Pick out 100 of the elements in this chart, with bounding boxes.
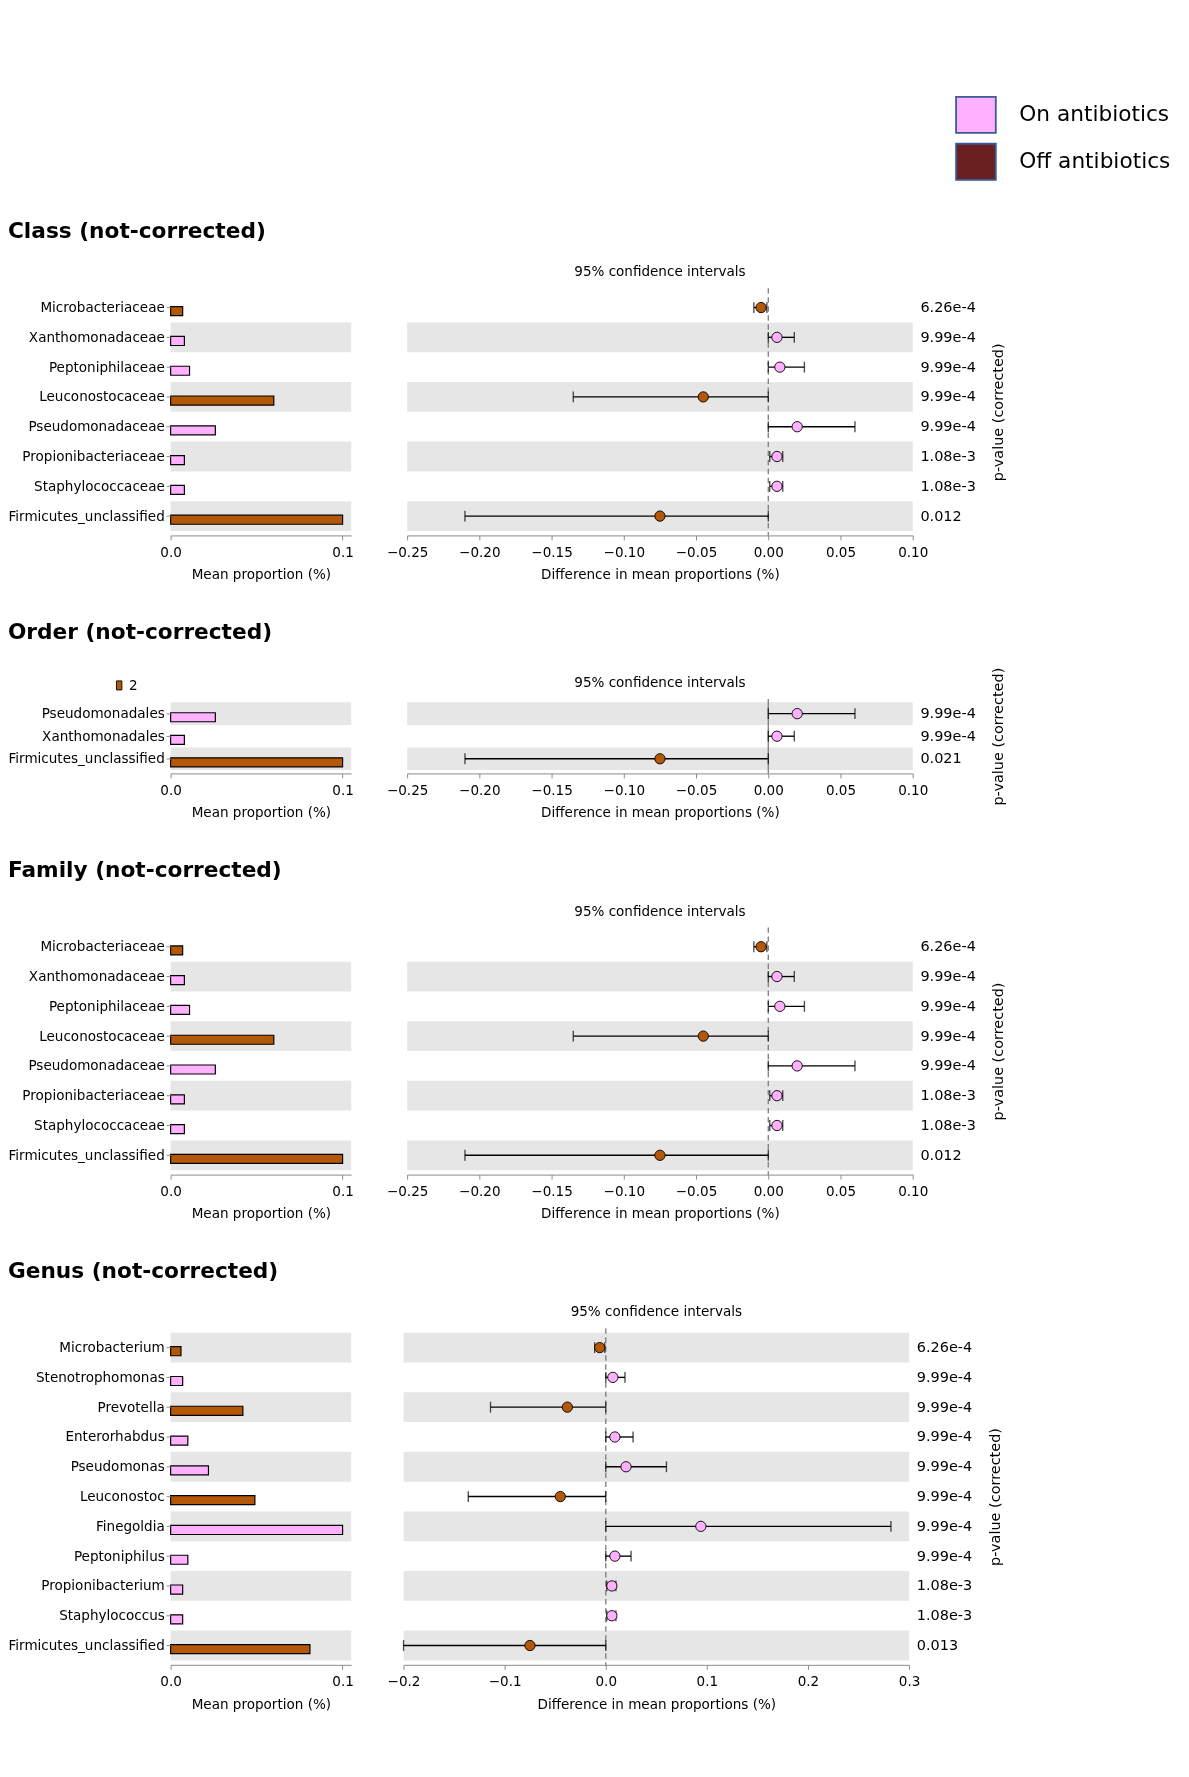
bar bbox=[170, 1346, 182, 1357]
bar bbox=[170, 425, 216, 436]
x-tick-label: −0.15 bbox=[531, 781, 573, 798]
y-tick-label: Propionibacteriaceae bbox=[22, 448, 165, 465]
x-tick-label: −0.1 bbox=[488, 1673, 522, 1690]
bar bbox=[170, 1405, 244, 1416]
y-tick-label: Firmicutes_unclassified bbox=[8, 750, 165, 767]
point bbox=[697, 391, 709, 403]
y-tick-label: Prevotella bbox=[97, 1398, 165, 1415]
y-tick-label: Firmicutes_unclassified bbox=[8, 1146, 165, 1163]
bar bbox=[170, 1435, 189, 1446]
point bbox=[791, 1060, 803, 1072]
bar bbox=[170, 1094, 185, 1105]
y2-tick-label: 9.99e-4 bbox=[916, 1398, 973, 1415]
bar bbox=[170, 395, 275, 406]
y2-tick-label: 9.99e-4 bbox=[920, 328, 976, 345]
x-tick-label: −0.20 bbox=[459, 1182, 501, 1199]
bar bbox=[170, 1004, 191, 1016]
y2-tick-label: 0.013 bbox=[916, 1637, 959, 1654]
chart-title: 95% confidence intervals bbox=[570, 1303, 743, 1320]
x-tick-label: −0.10 bbox=[603, 543, 646, 560]
x-tick-label: −0.2 bbox=[387, 1673, 421, 1690]
x-tick-label: −0.20 bbox=[459, 781, 501, 798]
x-tick-label: 0.10 bbox=[898, 781, 929, 798]
y2-tick-label: 9.99e-4 bbox=[916, 1458, 973, 1475]
x-tick-label: −0.25 bbox=[386, 1182, 429, 1199]
y-tick-label: Pseudomonas bbox=[70, 1458, 165, 1475]
point bbox=[561, 1401, 573, 1413]
y2-tick-label: 9.99e-4 bbox=[920, 1057, 976, 1074]
x-tick-label: 0.00 bbox=[753, 1182, 784, 1199]
y-tick-label: Peptoniphilaceae bbox=[48, 997, 165, 1014]
x-axis-title: Mean proportion (%) bbox=[191, 1695, 332, 1712]
x-tick-label: 0.0 bbox=[160, 1673, 182, 1690]
x-tick-label: 0.0 bbox=[160, 543, 182, 560]
legend-label: Off antibiotics bbox=[1019, 148, 1171, 174]
bar bbox=[170, 945, 184, 956]
point bbox=[791, 421, 803, 433]
y-tick-label: Pseudomonadaceae bbox=[28, 1057, 165, 1074]
bar bbox=[170, 306, 184, 317]
x-tick-label: 0.05 bbox=[825, 543, 857, 560]
bar bbox=[170, 484, 185, 496]
bar bbox=[170, 1465, 210, 1476]
y-tick-label: Microbacteriaceae bbox=[40, 299, 165, 316]
legend-label: On antibiotics bbox=[1019, 101, 1170, 127]
chart-title: 95% confidence intervals bbox=[574, 902, 746, 919]
x-tick-label: 0.00 bbox=[753, 543, 784, 560]
x-tick-label: 0.3 bbox=[898, 1673, 921, 1690]
chart-title: Class (not-corrected) bbox=[7, 217, 266, 243]
y-tick-label: Staphylococcaceae bbox=[34, 1117, 165, 1134]
x-tick-label: −0.10 bbox=[603, 1182, 646, 1199]
y-tick-label: Enterorhabdus bbox=[65, 1428, 165, 1445]
x-axis-title: Difference in mean proportions (%) bbox=[541, 566, 780, 583]
y-tick-label: Staphylococcus bbox=[59, 1607, 165, 1624]
x-tick-label: 0.1 bbox=[332, 781, 354, 798]
y-tick-label: Microbacteriaceae bbox=[40, 938, 165, 955]
x-tick-label: −0.05 bbox=[675, 781, 718, 798]
y2-tick-label: 6.26e-4 bbox=[920, 299, 976, 316]
point bbox=[620, 1461, 632, 1473]
legend-label: 2 bbox=[129, 676, 138, 693]
point bbox=[609, 1431, 621, 1443]
chart-title: 95% confidence intervals bbox=[574, 674, 746, 691]
y2-tick-label: 0.012 bbox=[920, 1146, 962, 1163]
y-tick-label: Firmicutes_unclassified bbox=[8, 507, 165, 524]
bar bbox=[170, 712, 216, 723]
bar bbox=[170, 1375, 184, 1387]
y-tick-label: Xanthomonadaceae bbox=[28, 328, 165, 345]
x-tick-label: −0.05 bbox=[675, 1182, 718, 1199]
y2-tick-label: 1.08e-3 bbox=[920, 448, 976, 465]
bar bbox=[170, 1614, 184, 1625]
y2-axis-title: p-value (corrected) bbox=[990, 343, 1007, 482]
y-tick-label: Peptoniphilus bbox=[73, 1547, 165, 1564]
x-tick-label: −0.25 bbox=[386, 781, 429, 798]
y2-axis-title: p-value (corrected) bbox=[990, 667, 1007, 806]
bar bbox=[170, 734, 185, 745]
y2-tick-label: 9.99e-4 bbox=[920, 705, 976, 722]
y2-tick-label: 6.26e-4 bbox=[916, 1339, 973, 1356]
x-tick-label: −0.25 bbox=[386, 543, 429, 560]
x-tick-label: −0.15 bbox=[531, 543, 573, 560]
y2-tick-label: 1.08e-3 bbox=[916, 1577, 973, 1594]
x-tick-label: 0.1 bbox=[332, 1673, 354, 1690]
y2-axis-title: p-value (corrected) bbox=[990, 982, 1007, 1121]
y2-tick-label: 9.99e-4 bbox=[916, 1368, 973, 1385]
y-tick-label: Pseudomonadaceae bbox=[28, 418, 165, 435]
point bbox=[654, 510, 666, 522]
bar bbox=[170, 1554, 189, 1565]
y2-tick-label: 9.99e-4 bbox=[920, 418, 976, 435]
bar bbox=[170, 335, 185, 347]
x-axis-title: Difference in mean proportions (%) bbox=[537, 1695, 777, 1712]
x-tick-label: 0.00 bbox=[753, 781, 784, 798]
y2-tick-label: 1.08e-3 bbox=[920, 1087, 976, 1104]
x-tick-label: 0.1 bbox=[696, 1673, 719, 1690]
x-axis-title: Difference in mean proportions (%) bbox=[541, 1205, 780, 1222]
chart-title: Genus (not-corrected) bbox=[7, 1257, 279, 1283]
point bbox=[554, 1490, 566, 1503]
bar bbox=[170, 1064, 216, 1075]
y2-tick-label: 1.08e-3 bbox=[916, 1607, 973, 1624]
bar bbox=[170, 365, 191, 376]
y2-tick-label: 6.26e-4 bbox=[920, 938, 976, 955]
x-axis-title: Mean proportion (%) bbox=[191, 804, 332, 821]
x-axis-title: Difference in mean proportions (%) bbox=[541, 804, 780, 821]
